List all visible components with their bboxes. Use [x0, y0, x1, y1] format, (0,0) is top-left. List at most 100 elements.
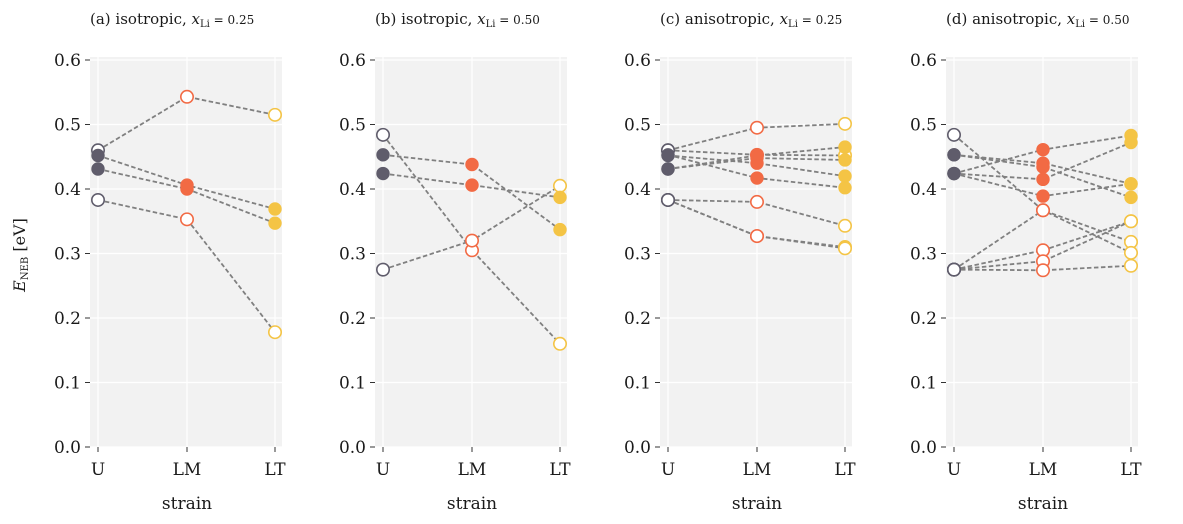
- y-tick-label: 0.3: [339, 245, 366, 265]
- x-tick-label: LT: [264, 460, 286, 480]
- x-tick-label: U: [947, 460, 961, 480]
- open-marker-U: [946, 127, 961, 142]
- filled-marker-U: [947, 166, 961, 181]
- open-marker-LT: [267, 325, 282, 340]
- x-tick-label: U: [376, 460, 390, 480]
- x-axis-label: strain: [162, 494, 212, 514]
- y-tick-label: 0.6: [624, 51, 651, 71]
- y-tick-label: 0.4: [339, 180, 366, 200]
- filled-marker-U: [661, 148, 675, 163]
- open-marker-LT: [1124, 258, 1139, 273]
- open-marker-U: [375, 127, 390, 142]
- y-tick-label: 0.5: [624, 116, 651, 136]
- open-marker-LM: [180, 212, 195, 227]
- x-axis-label: strain: [1018, 494, 1068, 514]
- open-marker-U: [375, 262, 390, 277]
- series-line-2: [382, 172, 561, 199]
- panels: 0.0 0.1 0.2 0.3 0.4 0.5 0.6 U LM LT strain (a) isot…: [54, 10, 1142, 514]
- filled-marker-LT: [268, 216, 282, 230]
- series-line-3: [382, 134, 561, 345]
- y-tick-label: 0.5: [910, 116, 937, 136]
- panel-title: (b) isotropic, xLi = 0.50: [375, 10, 540, 30]
- open-marker-LT: [552, 336, 567, 351]
- open-marker-LM: [180, 89, 195, 104]
- y-tick-label: 0.6: [339, 51, 366, 71]
- y-tick-label: 0.4: [910, 180, 937, 200]
- filled-marker-LT: [553, 190, 567, 205]
- open-marker-U: [946, 262, 961, 277]
- x-tick-label: LM: [173, 460, 202, 480]
- open-marker-LT: [837, 218, 852, 233]
- x-tick-label: LT: [1120, 460, 1142, 480]
- series-line-3: [97, 95, 276, 152]
- connector-lines: [667, 122, 846, 250]
- y-tick-label: 0.0: [910, 438, 937, 458]
- open-marker-LT: [552, 178, 567, 193]
- filled-marker-LT: [268, 202, 282, 216]
- filled-marker-LT: [1124, 135, 1138, 150]
- markers: [946, 127, 1139, 278]
- open-marker-LT: [837, 116, 852, 131]
- y-tick-label: 0.5: [339, 116, 366, 136]
- panel-a: 0.0 0.1 0.2 0.3 0.4 0.5 0.6 U LM LT strain (a) isot…: [54, 10, 286, 514]
- y-axis-label: ENEB [eV]: [10, 218, 31, 293]
- panel-title: (d) anisotropic, xLi = 0.50: [946, 10, 1130, 30]
- panel-title: (c) anisotropic, xLi = 0.25: [660, 10, 842, 30]
- x-axis-label: strain: [732, 494, 782, 514]
- x-tick-label: LM: [1029, 460, 1058, 480]
- y-tick-label: 0.5: [54, 116, 81, 136]
- filled-marker-LM: [180, 182, 194, 196]
- x-tick-label: LT: [549, 460, 571, 480]
- filled-marker-LT: [838, 140, 852, 154]
- y-tick-label: 0.1: [339, 374, 366, 394]
- plot-background: [90, 57, 282, 447]
- filled-marker-LM: [1036, 189, 1050, 203]
- open-marker-LM: [1036, 263, 1051, 278]
- open-marker-LM: [749, 229, 764, 244]
- x-axis-label: strain: [447, 494, 497, 514]
- markers: [91, 89, 282, 340]
- filled-marker-LM: [750, 171, 764, 185]
- series-line-2: [667, 154, 846, 177]
- filled-marker-LM: [1036, 172, 1050, 187]
- y-tick-label: 0.0: [624, 438, 651, 458]
- y-tick-label: 0.2: [54, 309, 81, 329]
- y-tick-label: 0.4: [54, 180, 81, 200]
- series-line-7: [667, 199, 846, 227]
- y-tick-label: 0.1: [624, 374, 651, 394]
- open-marker-U: [660, 192, 675, 207]
- filled-marker-LM: [1036, 160, 1050, 174]
- filled-marker-LT: [1124, 177, 1138, 191]
- y-tick-label: 0.3: [910, 245, 937, 265]
- filled-marker-LT: [838, 153, 852, 167]
- x-tick-label: U: [91, 460, 105, 480]
- series-line-1: [382, 153, 561, 231]
- filled-marker-U: [661, 162, 675, 176]
- filled-marker-LM: [750, 148, 764, 163]
- panel-title: (a) isotropic, xLi = 0.25: [90, 10, 254, 30]
- y-tick-label: 0.3: [624, 245, 651, 265]
- filled-marker-LT: [1124, 190, 1138, 205]
- x-tick-label: U: [661, 460, 675, 480]
- x-tick-label: LT: [834, 460, 856, 480]
- y-tick-label: 0.0: [54, 438, 81, 458]
- open-marker-LM: [464, 233, 479, 248]
- x-tick-label: LM: [743, 460, 772, 480]
- open-marker-LM: [749, 120, 764, 135]
- filled-marker-LM: [465, 157, 479, 172]
- filled-marker-LT: [838, 169, 852, 183]
- open-marker-LT: [267, 107, 282, 122]
- markers: [660, 116, 852, 256]
- filled-marker-U: [376, 148, 390, 162]
- series-line-6: [953, 134, 1132, 243]
- series-line-4: [667, 146, 846, 170]
- y-tick-label: 0.0: [339, 438, 366, 458]
- x-tick-label: LM: [458, 460, 487, 480]
- open-marker-LT: [837, 241, 852, 256]
- filled-marker-U: [947, 148, 961, 162]
- panel-b: 0.0 0.1 0.2 0.3 0.4 0.5 0.6 U LM LT strain (b) isot…: [339, 10, 571, 514]
- open-marker-LT: [1124, 214, 1139, 229]
- series-line-1: [953, 153, 1132, 185]
- series-line-4: [953, 141, 1132, 181]
